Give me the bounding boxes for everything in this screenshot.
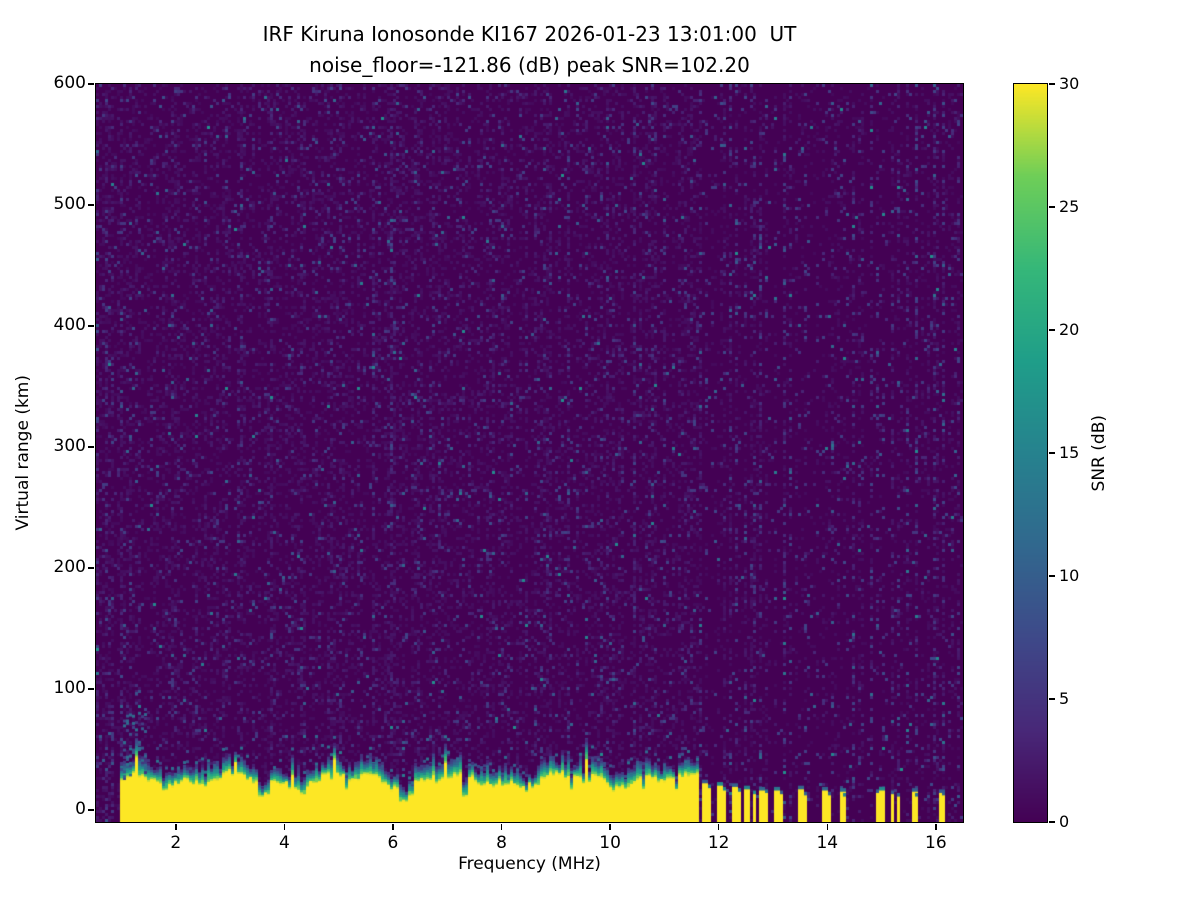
y-tick-mark — [88, 325, 94, 327]
colorbar-gradient-canvas — [1013, 83, 1048, 823]
y-tick-mark — [88, 809, 94, 811]
x-tick-mark — [392, 824, 394, 830]
x-tick-mark — [500, 824, 503, 830]
x-axis-label: Frequency (MHz) — [458, 854, 601, 874]
x-tick-label: 10 — [599, 833, 621, 853]
colorbar-tick-mark — [1049, 206, 1055, 208]
ionogram-heatmap-canvas — [95, 83, 964, 823]
colorbar-tick-label: 30 — [1059, 74, 1080, 93]
colorbar-tick-mark — [1049, 698, 1055, 700]
colorbar-tick-label: 25 — [1059, 197, 1080, 216]
chart-title-line2: noise_floor=-121.86 (dB) peak SNR=102.20 — [309, 53, 750, 77]
y-tick-label: 200 — [53, 556, 86, 577]
x-tick-label: 12 — [707, 833, 730, 853]
chart-title: IRF Kiruna Ionosonde KI167 2026-01-23 13… — [96, 19, 963, 81]
y-tick-label: 100 — [53, 677, 86, 698]
colorbar-tick-label: 0 — [1059, 812, 1070, 831]
colorbar-tick-mark — [1049, 452, 1055, 454]
x-tick-mark — [175, 824, 177, 830]
y-tick-label: 600 — [53, 73, 86, 93]
colorbar-tick-label: 15 — [1059, 443, 1080, 462]
colorbar-tick-mark — [1049, 329, 1055, 331]
chart-title-line1: IRF Kiruna Ionosonde KI167 2026-01-23 13… — [262, 22, 797, 46]
y-tick-label: 300 — [53, 435, 86, 456]
y-tick-label: 400 — [53, 314, 86, 335]
colorbar-tick-label: 5 — [1059, 689, 1070, 708]
y-tick-mark — [88, 446, 94, 448]
colorbar-tick-label: 10 — [1059, 566, 1080, 585]
y-tick-mark — [88, 567, 94, 569]
colorbar-tick-mark — [1049, 575, 1055, 577]
y-tick-mark — [88, 83, 94, 85]
y-tick-mark — [88, 688, 94, 690]
colorbar-tick-mark — [1049, 821, 1055, 823]
colorbar-tick-mark — [1049, 83, 1055, 85]
y-tick-mark — [88, 204, 94, 206]
x-tick-label: 16 — [925, 833, 947, 853]
x-tick-label: 8 — [496, 833, 507, 853]
x-tick-label: 6 — [387, 833, 399, 853]
x-tick-label: 14 — [816, 833, 839, 853]
x-tick-mark — [609, 824, 611, 830]
x-tick-mark — [935, 824, 937, 830]
y-tick-label: 500 — [53, 193, 86, 214]
x-tick-mark — [283, 824, 286, 830]
x-tick-mark — [826, 824, 829, 830]
x-tick-label: 4 — [278, 833, 290, 853]
y-tick-label: 0 — [75, 798, 86, 819]
colorbar-tick-label: 20 — [1059, 320, 1080, 339]
x-tick-label: 2 — [170, 833, 182, 853]
x-tick-mark — [717, 824, 720, 830]
